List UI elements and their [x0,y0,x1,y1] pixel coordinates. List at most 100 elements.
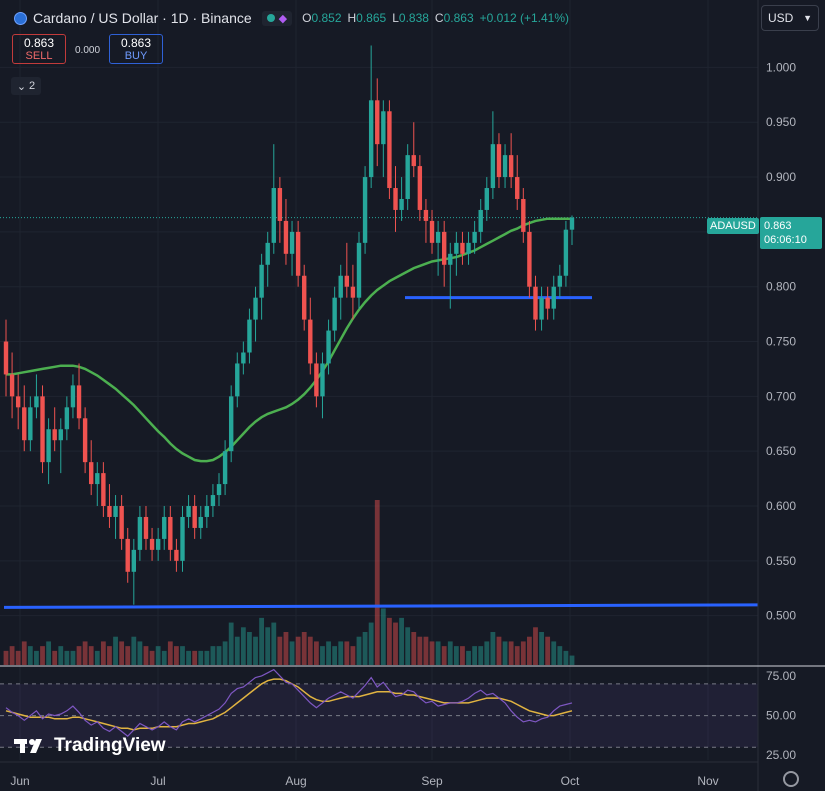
candle-body [399,198,404,210]
candle-body [539,297,544,320]
candle-body [508,155,514,178]
ma-line [6,217,572,463]
rsi-tick-label: 75.00 [766,669,796,683]
candle-body [417,166,423,210]
volume-bar [253,636,258,665]
candle-body [235,363,240,397]
time-tick-label: Aug [285,774,306,788]
sell-button[interactable]: 0.863 SELL [12,34,66,64]
candle-body [46,429,51,463]
chart-title[interactable]: Cardano / US Dollar · 1D · Binance [33,10,252,26]
candle-body [350,286,356,298]
chart-header: Cardano / US Dollar · 1D · Binance ◆ O0.… [14,8,569,28]
volume-bar [435,641,441,665]
candle-body [375,100,380,145]
candle-body [22,407,27,441]
candle-body [429,220,435,243]
volume-bar [228,622,234,665]
volume-bar [82,641,88,665]
candle-body [107,506,112,517]
candle-body [162,516,167,539]
candle-body [137,516,143,550]
cardano-icon [14,11,27,25]
volume-bar [88,646,94,665]
candle-body [168,516,173,550]
candle-body [101,473,106,507]
candle-body [222,451,228,485]
volume-bar [234,636,240,665]
volume-bar [125,646,131,665]
price-tick-label: 0.550 [766,554,796,568]
candle-body [484,188,489,210]
candle-body [551,286,556,309]
rsi-tick-label: 25.00 [766,748,796,762]
candle-body [545,297,550,309]
volume-bar [119,641,125,665]
volume-bar [52,650,58,665]
ohlc-values: O0.852 H0.865 L0.838 C0.863 [302,11,474,25]
gear-icon[interactable] [783,771,799,787]
volume-bar [545,636,551,665]
indicator-icons[interactable]: ◆ [261,10,293,26]
logo-text: TradingView [54,735,166,756]
candle-body [15,396,21,408]
price-tick-label: 0.700 [766,389,796,403]
price-change: +0.012 (+1.41%) [479,11,570,25]
volume-bar [21,641,27,665]
volume-bar [569,655,575,665]
candle-body [89,462,94,485]
candle-body [198,516,203,528]
rsi-pane [0,668,758,748]
candle-body [64,407,70,430]
sell-price: 0.863 [23,36,55,50]
current-price-tag: 0.863 06:06:10 [760,217,822,249]
buy-label: BUY [124,50,148,62]
current-price: 0.863 [764,220,792,232]
candle-body [496,144,502,178]
candle-body [533,286,538,320]
volume-bar [387,617,392,665]
candle-body [174,549,179,561]
buy-button[interactable]: 0.863 BUY [109,34,163,64]
volume-bar [356,636,362,665]
volume-bar [58,646,64,665]
volume-bar [307,636,313,665]
volume-bar [149,650,155,665]
volume-bar [94,650,100,665]
volume-bar [320,646,325,665]
candle-body [3,341,9,375]
volume-bar [271,622,277,665]
indicators-collapse-button[interactable]: ⌄ 2 [11,77,41,95]
candle-body [368,100,374,178]
price-tick-label: 0.500 [766,609,796,623]
time-tick-label: Nov [697,774,718,788]
volume-bar [70,650,76,665]
chevron-down-icon: ▼ [803,13,812,23]
candle-body [563,229,569,276]
candle-body [527,231,532,287]
volume-bar [289,641,295,665]
share-icon[interactable]: ◆ [278,12,288,25]
candle-body [216,484,222,496]
volume-bar [76,646,82,665]
volume-bar [508,641,514,665]
volume-bar [27,646,33,665]
status-dot-icon [266,14,275,22]
volume-bar [143,646,149,665]
candle-body [125,538,130,572]
volume-bar [198,650,204,665]
candle-body [448,253,453,265]
volume-bar [344,641,350,665]
volume-bar [64,650,70,665]
candle-body [381,111,386,145]
volume-bar [107,646,112,665]
volume-bar [301,632,307,665]
candle-body [180,516,185,561]
volume-bar [350,646,356,665]
volume-bar [502,641,508,665]
symbol-tag: ADAUSD [707,218,759,234]
candle-body [9,374,15,397]
tradingview-logo[interactable]: TradingView [14,735,166,757]
currency-select[interactable]: USD ▼ [761,5,819,31]
